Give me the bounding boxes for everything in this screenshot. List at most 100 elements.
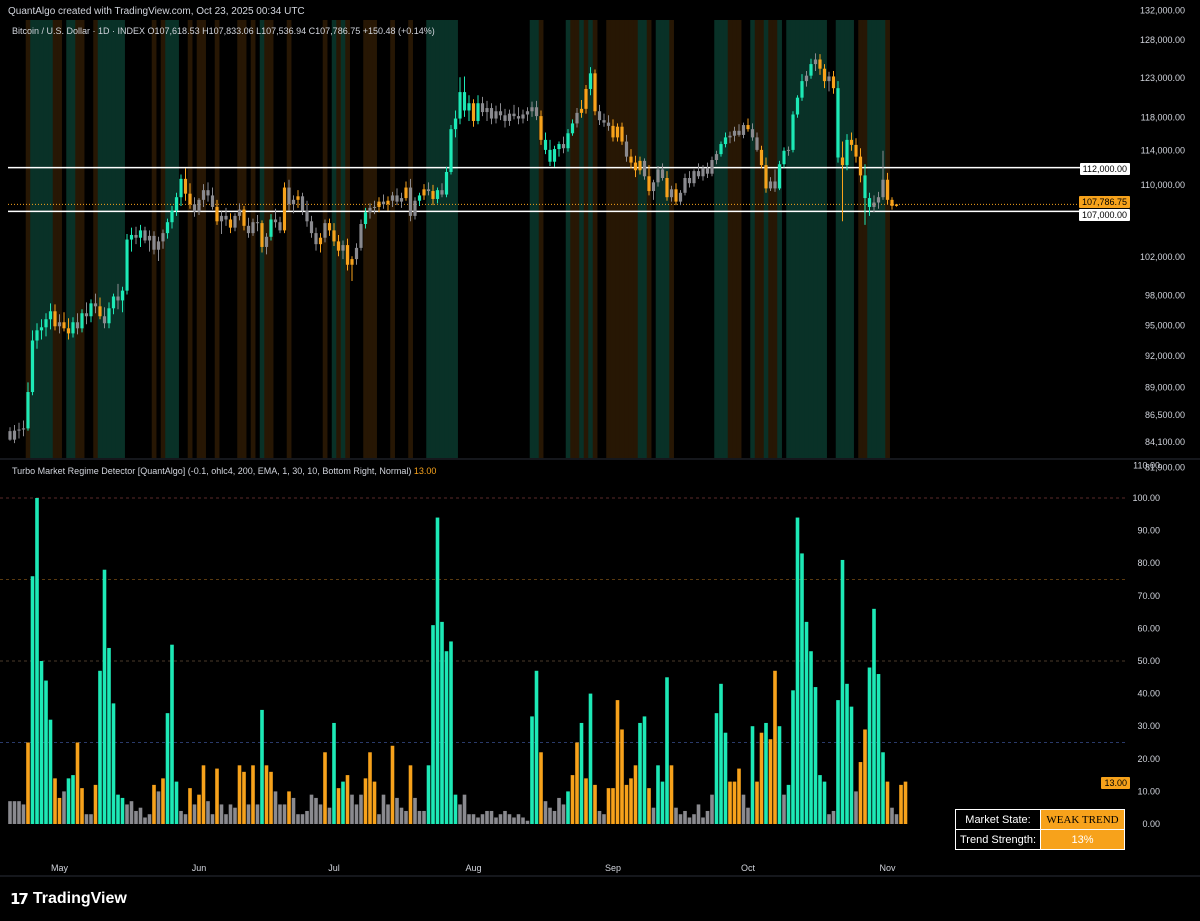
candle-body [764,165,768,189]
regime-bar [84,814,89,824]
regime-zone [777,20,782,458]
candle-body [494,111,498,119]
candle [809,58,813,79]
candle [863,164,867,225]
regime-zone [844,20,850,458]
regime-bar [215,768,219,824]
candle [66,318,71,340]
regime-bar [426,765,431,824]
candle-body [768,181,773,189]
candle-body [314,233,318,245]
regime-zone [822,20,827,458]
candle-body [84,313,89,317]
candle-body [120,290,125,301]
candle [251,218,255,236]
symbol-legend[interactable]: Bitcoin / U.S. Dollar · 1D · INDEX O107,… [12,26,435,36]
time-tick-label: Nov [879,863,896,873]
candle-body [741,125,746,135]
candle [116,283,120,310]
indicator-axis[interactable]: 110.00 100.00 90.00 80.00 70.00 60.00 50.00 40.… [1132,460,1160,829]
last-price-label: 107,786.75 [1078,196,1130,208]
candle-body [30,340,35,393]
regime-bar [831,810,836,824]
indicator-tick-label: 90.00 [1137,526,1160,536]
candle [21,420,26,437]
regime-bar [21,804,26,824]
candle-body [872,202,876,207]
candle-body [503,115,507,121]
regime-zone [201,20,206,458]
time-axis[interactable]: May Jun Jul Aug Sep Oct Nov [51,863,896,873]
regime-bar [404,810,408,824]
regime-zone [435,20,440,458]
regime-bar [197,794,201,824]
candle [17,422,21,439]
regime-zone [727,20,733,458]
regime-bar [849,706,854,824]
candle-body [147,235,152,241]
candle [48,303,53,330]
candle-body [12,430,17,440]
regime-bar [894,814,899,824]
candle-body [624,141,629,157]
candle [854,138,858,163]
indicator-tick-label: 10.00 [1137,786,1160,796]
candle [543,132,548,155]
regime-bar [696,804,701,824]
candle-body [480,103,485,113]
candle [597,104,602,126]
regime-zone [786,20,791,458]
candle-body [579,108,584,113]
candle [710,156,714,177]
candle [165,218,170,239]
regime-bar [530,716,534,824]
candle [453,110,458,138]
indicator-tick-label: 60.00 [1137,623,1160,633]
regime-bar [242,771,246,824]
tradingview-logo-icon: 𝟭𝟳 [10,891,29,908]
regime-zone [664,20,670,458]
pane-divider[interactable] [0,458,1200,877]
regime-bar [521,817,525,824]
regime-bar [512,817,516,824]
indicator-name: Turbo Market Regime Detector [QuantAlgo]… [12,466,412,476]
candle-body [507,113,512,121]
price-axis[interactable]: 132,000.00 128,000.00 123,000.00 118,000.00… [1140,5,1185,472]
candle [413,197,417,220]
candle [201,184,206,207]
tradingview-logo[interactable]: 𝟭𝟳 TradingView [10,890,127,908]
candle-body [228,219,233,228]
candle [624,134,629,162]
candle-body [881,179,885,198]
candle-body [341,245,345,251]
candle-body [282,187,287,231]
regime-bar [273,791,278,824]
regime-bar [327,807,332,824]
candle [476,95,480,125]
regime-zone [610,20,616,458]
candle [444,166,449,198]
candle-body [489,108,494,119]
regime-bar [507,814,512,824]
candle [728,131,732,144]
candle [516,107,521,125]
candle [93,293,98,314]
regime-bar [773,670,777,824]
candle-body [165,222,170,234]
regime-zone [120,20,125,458]
candle-body [413,200,417,216]
regime-bar [93,784,98,824]
regime-bar [224,814,228,824]
regime-zone [39,20,44,458]
candle [390,191,395,207]
candle [647,165,651,196]
candle-body [192,204,197,212]
regime-bar [80,788,84,824]
regime-bar [161,778,165,824]
regime-bar [804,621,809,824]
regime-bar [471,814,476,824]
candle [867,192,872,216]
regime-zone [48,20,53,458]
indicator-legend[interactable]: Turbo Market Regime Detector [QuantAlgo]… [12,466,436,476]
